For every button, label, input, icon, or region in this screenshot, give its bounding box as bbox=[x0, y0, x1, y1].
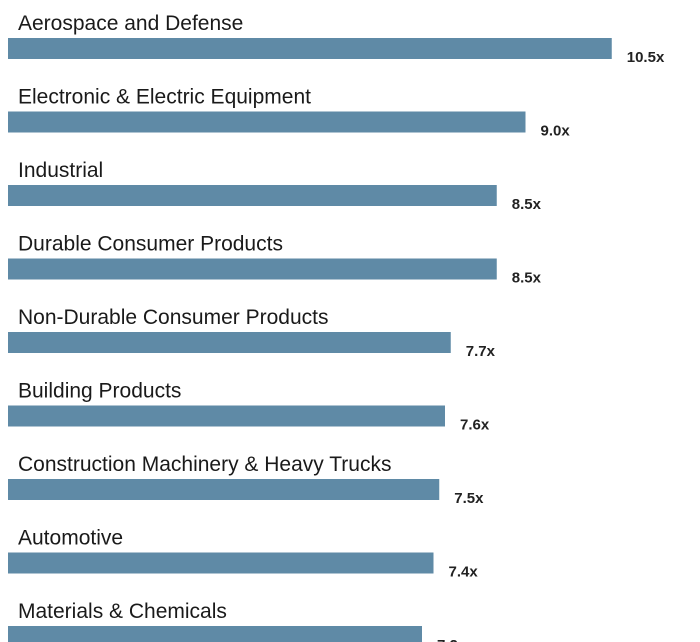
value-label: 8.5x bbox=[512, 270, 542, 287]
category-label: Automotive bbox=[18, 527, 123, 550]
value-label: 10.5x bbox=[627, 49, 665, 66]
value-label: 8.5x bbox=[512, 196, 542, 213]
category-label: Aerospace and Defense bbox=[18, 12, 243, 35]
category-label: Electronic & Electric Equipment bbox=[18, 86, 311, 109]
bar bbox=[8, 479, 440, 500]
bar bbox=[8, 258, 497, 280]
value-label: 9.0x bbox=[541, 123, 571, 140]
category-label: Industrial bbox=[18, 159, 103, 182]
bar bbox=[8, 552, 434, 574]
category-label: Materials & Chemicals bbox=[18, 600, 227, 623]
bar bbox=[8, 626, 422, 642]
bar bbox=[8, 38, 612, 59]
value-label: 7.7x bbox=[466, 343, 496, 360]
value-label: 7.4x bbox=[449, 564, 479, 581]
category-label: Durable Consumer Products bbox=[18, 233, 283, 256]
value-label: 7.6x bbox=[460, 417, 490, 434]
bar bbox=[8, 111, 526, 133]
bar bbox=[8, 185, 497, 206]
bar bbox=[8, 332, 451, 353]
category-label: Building Products bbox=[18, 380, 181, 403]
bars-group: Aerospace and Defense 10.5x Electronic & E… bbox=[8, 12, 665, 642]
bar bbox=[8, 405, 445, 427]
category-label: Construction Machinery & Heavy Trucks bbox=[18, 453, 391, 476]
category-label: Non-Durable Consumer Products bbox=[18, 306, 328, 329]
value-label: 7.2x bbox=[437, 637, 467, 642]
value-label: 7.5x bbox=[454, 490, 484, 507]
